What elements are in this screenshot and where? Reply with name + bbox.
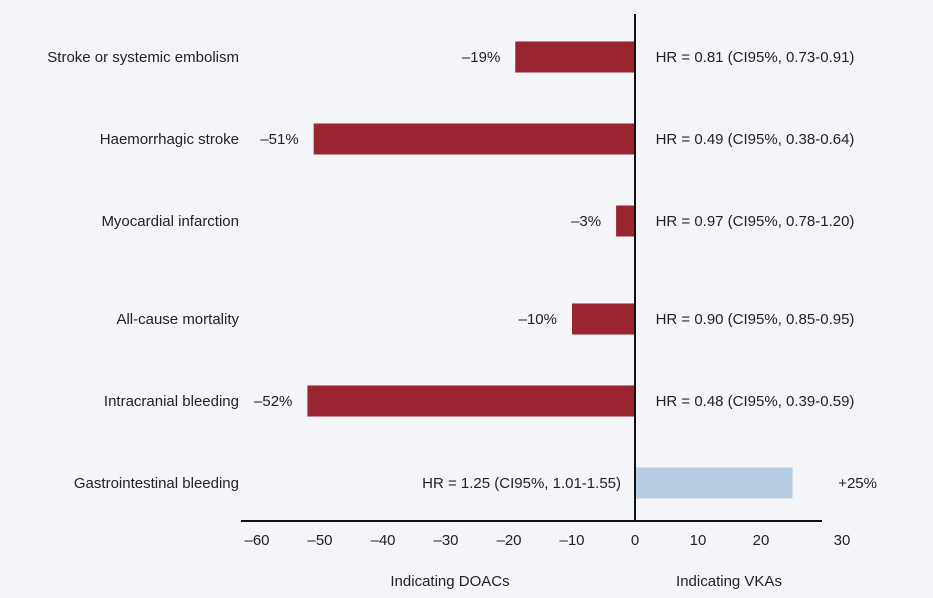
axis-caption-vkas: Indicating VKAs xyxy=(676,573,782,590)
value-label: –51% xyxy=(260,131,298,148)
x-tick-label: 0 xyxy=(631,532,639,549)
value-label: –10% xyxy=(519,311,557,328)
hr-labels: HR = 0.81 (CI95%, 0.73-0.91) HR = 0.49 (C… xyxy=(422,49,854,492)
hr-label: HR = 0.97 (CI95%, 0.78-1.20) xyxy=(656,213,855,230)
x-tick-label: –50 xyxy=(307,532,332,549)
category-label: Stroke or systemic embolism xyxy=(47,49,239,66)
x-tick-label: 30 xyxy=(834,532,851,549)
x-tick-label: –10 xyxy=(559,532,584,549)
bar xyxy=(635,467,793,499)
hr-label: HR = 1.25 (CI95%, 1.01-1.55) xyxy=(422,475,621,492)
value-label: +25% xyxy=(838,475,877,492)
x-axis-ticks: –60 –50 –40 –30 –20 –10 0 10 20 30 xyxy=(244,532,850,549)
category-label: All-cause mortality xyxy=(116,311,239,328)
hr-label: HR = 0.90 (CI95%, 0.85-0.95) xyxy=(656,311,855,328)
axis-caption-doacs: Indicating DOACs xyxy=(390,573,509,590)
hr-label: HR = 0.49 (CI95%, 0.38-0.64) xyxy=(656,131,855,148)
category-label: Myocardial infarction xyxy=(101,213,239,230)
category-label: Haemorrhagic stroke xyxy=(100,131,239,148)
value-label: –19% xyxy=(462,49,500,66)
bar xyxy=(616,205,635,237)
bars xyxy=(307,41,793,499)
x-tick-label: 20 xyxy=(753,532,770,549)
hr-label: HR = 0.48 (CI95%, 0.39-0.59) xyxy=(656,393,855,410)
x-tick-label: –30 xyxy=(433,532,458,549)
category-label: Gastrointestinal bleeding xyxy=(74,475,239,492)
bar xyxy=(307,385,635,417)
x-tick-label: 10 xyxy=(690,532,707,549)
category-label: Intracranial bleeding xyxy=(104,393,239,410)
x-tick-label: –60 xyxy=(244,532,269,549)
bar xyxy=(572,303,635,335)
bar xyxy=(313,123,635,155)
x-tick-label: –20 xyxy=(496,532,521,549)
value-labels: –19% –51% –3% –10% –52% +25% xyxy=(254,49,877,492)
value-label: –52% xyxy=(254,393,292,410)
value-label: –3% xyxy=(571,213,601,230)
x-tick-label: –40 xyxy=(370,532,395,549)
hr-label: HR = 0.81 (CI95%, 0.73-0.91) xyxy=(656,49,855,66)
bar xyxy=(515,41,635,73)
category-labels: Stroke or systemic embolism Haemorrhagic … xyxy=(47,49,239,492)
